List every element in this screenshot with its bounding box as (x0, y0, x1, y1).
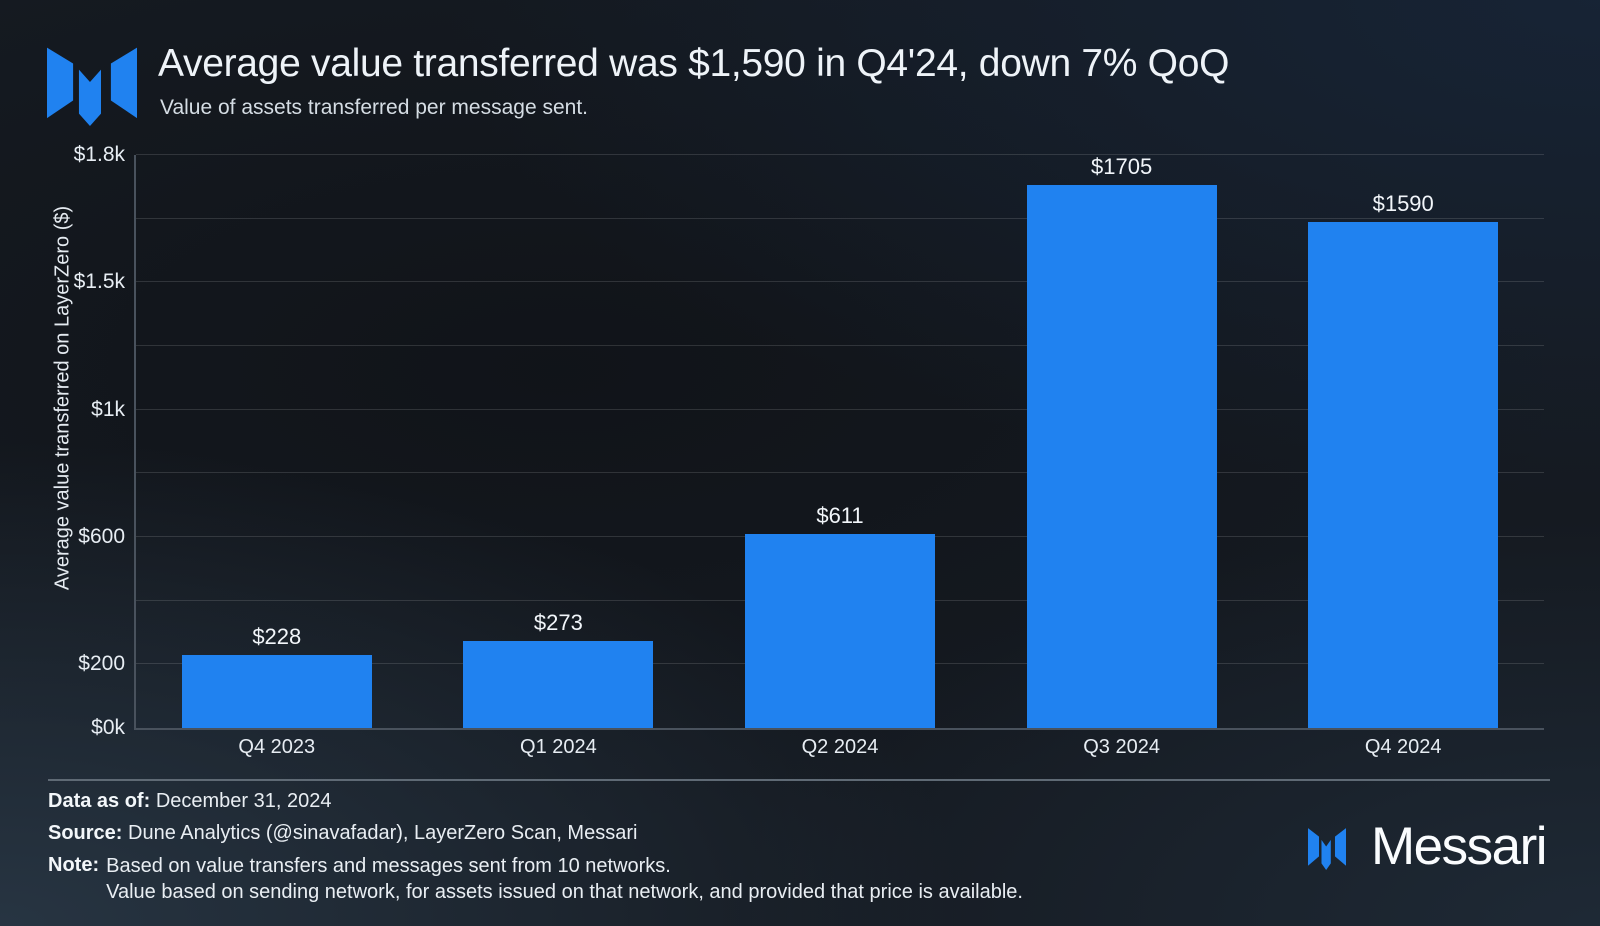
y-tick-label: $1.8k (73, 143, 125, 166)
y-tick-label: $600 (78, 525, 125, 548)
y-axis-title: Average value transferred on LayerZero (… (51, 205, 74, 591)
source-value: Dune Analytics (@sinavafadar), LayerZero… (128, 822, 638, 844)
source-label: Source: (48, 822, 123, 844)
note-row: Note: Based on value transfers and messa… (48, 854, 1023, 905)
data-as-of-value: December 31, 2024 (155, 790, 332, 812)
data-as-of-row: Data as of: December 31, 2024 (48, 790, 331, 813)
messari-logo-small-icon (1308, 828, 1346, 870)
y-tick-label: $1.5k (73, 270, 125, 294)
bar: $273 (463, 610, 654, 728)
brand-name: Messari (1371, 817, 1548, 876)
y-tick-label: $1k (91, 397, 125, 421)
y-tick-label: $0k (91, 716, 125, 739)
data-as-of-label: Data as of: (48, 790, 151, 812)
x-axis-label: Q3 2024 (1083, 736, 1160, 758)
note-text: Based on value transfers and messages se… (106, 854, 1023, 905)
x-axis-label: Q2 2024 (801, 736, 879, 758)
bar-slot: $228 (136, 155, 418, 728)
gridline (136, 472, 1544, 474)
bar: $1590 (1308, 191, 1499, 728)
note-line-2: Value based on sending network, for asse… (106, 880, 1023, 903)
plot-area: $0k $200 $600 $1k $1.5k $1.8k $228 $273 $611 $17… (74, 143, 1544, 758)
messari-wordmark: Messari (1308, 817, 1548, 876)
page-title: Average value transferred was $1,590 in … (158, 42, 1230, 85)
messari-logo-icon (47, 47, 137, 126)
bar-slot: $273 (418, 155, 700, 728)
bar-value-label: $611 (816, 502, 864, 528)
x-axis-label: Q4 2024 (1364, 736, 1442, 758)
bar: $1705 (1026, 154, 1217, 728)
x-axis-label: Q1 2024 (520, 736, 597, 758)
gridline (136, 281, 1544, 283)
x-axis-label: Q4 2023 (238, 736, 316, 758)
note-label: Note: (48, 854, 100, 876)
gridline (136, 408, 1544, 410)
y-tick-label: $200 (78, 652, 125, 676)
bar: $611 (744, 503, 936, 728)
gridline (136, 154, 1544, 155)
note-line-1: Based on value transfers and messages se… (106, 855, 671, 877)
source-row: Source: Dune Analytics (@sinavafadar), L… (48, 822, 637, 845)
gridline (136, 345, 1544, 346)
bar-value-label: $1590 (1372, 190, 1434, 216)
bar-slot: $1590 (1262, 155, 1544, 728)
page-subtitle: Value of assets transferred per message … (160, 96, 588, 119)
bar-slot: $611 (699, 155, 981, 728)
bar: $228 (181, 624, 372, 728)
bar-value-label: $273 (533, 610, 583, 636)
bar-slot: $1705 (981, 154, 1263, 728)
gridline (136, 217, 1544, 219)
bar-value-label: $228 (252, 624, 302, 650)
footer-divider (48, 779, 1550, 781)
bar-value-label: $1705 (1091, 154, 1153, 180)
